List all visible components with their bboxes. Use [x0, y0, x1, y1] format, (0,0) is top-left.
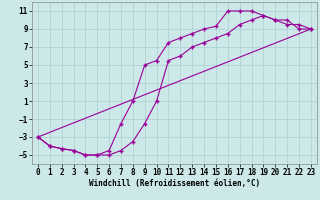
X-axis label: Windchill (Refroidissement éolien,°C): Windchill (Refroidissement éolien,°C): [89, 179, 260, 188]
